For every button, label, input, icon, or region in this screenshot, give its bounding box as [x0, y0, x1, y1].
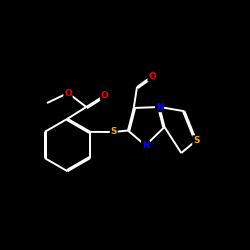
Text: S: S — [193, 136, 200, 145]
Text: S: S — [110, 128, 117, 136]
Text: O: O — [64, 88, 72, 98]
Text: O: O — [148, 72, 156, 81]
Text: O: O — [100, 91, 108, 100]
Text: N: N — [142, 141, 149, 150]
Text: N: N — [156, 102, 163, 112]
